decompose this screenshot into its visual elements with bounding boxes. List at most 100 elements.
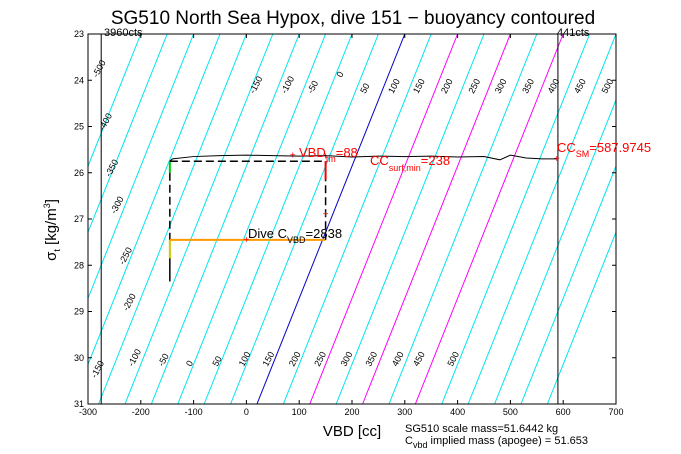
marker: + bbox=[323, 152, 329, 163]
contour-line bbox=[467, 34, 616, 404]
dive-c-sub: VBD bbox=[287, 235, 306, 245]
contour-line bbox=[98, 34, 247, 404]
dive-c-main: Dive C bbox=[248, 226, 287, 241]
contour-label: -300 bbox=[108, 195, 125, 216]
cc-surf-main: CC bbox=[370, 153, 389, 168]
y-axis-title-close: ] bbox=[43, 199, 60, 203]
contour-line bbox=[494, 98, 616, 404]
contour-label: 400 bbox=[390, 350, 406, 368]
contour-label: -350 bbox=[103, 158, 120, 179]
contour-label: -200 bbox=[121, 292, 138, 313]
contour-label: 50 bbox=[210, 354, 224, 368]
contour-label: 50 bbox=[358, 82, 372, 96]
y-tick-label: 29 bbox=[74, 307, 84, 317]
dive-path: + + +++ bbox=[168, 151, 560, 282]
y-tick-label: 26 bbox=[74, 168, 84, 178]
implied-mass-note: Cvbd implied mass (apogee) = 51.653 bbox=[405, 435, 588, 450]
y-tick-label: 31 bbox=[74, 399, 84, 409]
contour-label: 450 bbox=[572, 77, 588, 95]
contour-label: 350 bbox=[363, 350, 379, 368]
contour-label: 350 bbox=[520, 77, 536, 95]
vbd-fm-main: VBD bbox=[299, 145, 326, 160]
contour-line bbox=[88, 34, 195, 300]
y-axis-title-sup: 3 bbox=[42, 203, 52, 208]
dive-c-vbd-annotation: Dive CVBD=2838 bbox=[248, 226, 342, 245]
y-tick-label: 24 bbox=[74, 75, 84, 85]
x-tick-label: 700 bbox=[608, 407, 623, 417]
cc-sm-rest: =587.9745 bbox=[589, 140, 651, 155]
vbd-fm-annotation: VBDfm=88 bbox=[299, 145, 358, 164]
contour-label: -500 bbox=[90, 58, 107, 79]
y-axis-title-sub: t bbox=[52, 249, 62, 252]
contour-label: 500 bbox=[445, 350, 461, 368]
contour-label: 200 bbox=[439, 77, 455, 95]
x-tick-label: -200 bbox=[132, 407, 150, 417]
contour-line bbox=[124, 34, 274, 404]
contour-line bbox=[546, 230, 616, 404]
contour-label: 300 bbox=[493, 77, 509, 95]
contour-label: 150 bbox=[260, 350, 276, 368]
contour-line bbox=[309, 34, 459, 404]
contour-line bbox=[177, 34, 327, 404]
cc-sm-main: CC bbox=[557, 140, 576, 155]
contour-line bbox=[150, 34, 300, 404]
x-axis-title: VBD [cc] bbox=[323, 423, 381, 440]
contour-line bbox=[88, 34, 221, 366]
vbd-fm-sub: fm bbox=[326, 154, 336, 164]
chart-title: SG510 North Sea Hypox, dive 151 − buoyan… bbox=[111, 8, 595, 29]
contour-line bbox=[88, 34, 168, 234]
cc-surf-sub: surf,min bbox=[389, 163, 421, 173]
contour-label: -50 bbox=[305, 79, 320, 95]
profile-line bbox=[169, 154, 557, 162]
contour-line bbox=[388, 34, 538, 404]
y-axis-title-main: σ bbox=[43, 251, 60, 261]
implied-mass-rest: implied mass (apogee) = 51.653 bbox=[427, 435, 588, 447]
cc-surf-annotation: CCsurf,min=238 bbox=[370, 153, 450, 173]
vbd-min-label: 3960cts bbox=[104, 27, 143, 39]
vbd-max-label: 441cts bbox=[557, 27, 590, 39]
contour-label: 250 bbox=[466, 77, 482, 95]
vbd-limit-lines bbox=[100, 34, 559, 404]
vbd-fm-rest: =88 bbox=[336, 145, 358, 160]
implied-mass-main: C bbox=[405, 435, 413, 447]
contour-label: -50 bbox=[156, 352, 171, 368]
cc-surf-rest: =238 bbox=[421, 153, 450, 168]
marker: + bbox=[554, 154, 560, 165]
cc-sm-annotation: CCSM=587.9745 bbox=[557, 140, 651, 159]
contour-label: 0 bbox=[334, 70, 345, 79]
contour-line bbox=[230, 34, 379, 404]
implied-mass-sub: vbd bbox=[413, 440, 428, 450]
contour-label: 200 bbox=[287, 350, 303, 368]
x-axis-ticks: -300 -200 -100 0 100 200 300 400 500 600 700 bbox=[79, 34, 624, 417]
contour-labels: -500-400-350-300-250-200-150-100 -50 0 50 10… bbox=[89, 58, 615, 379]
plot-frame bbox=[87, 33, 617, 405]
y-tick-label: 23 bbox=[74, 29, 84, 39]
x-tick-label: 0 bbox=[244, 407, 249, 417]
contour-line bbox=[362, 34, 511, 404]
contour-line bbox=[441, 34, 591, 404]
contour-line bbox=[520, 164, 616, 404]
x-tick-label: 400 bbox=[450, 407, 465, 417]
contour-label: 400 bbox=[546, 77, 562, 95]
marker: + bbox=[323, 209, 329, 220]
contour-line bbox=[203, 34, 353, 404]
contour-line bbox=[256, 34, 406, 404]
x-tick-label: 300 bbox=[397, 407, 412, 417]
y-tick-label: 30 bbox=[74, 353, 84, 363]
contour-label: -400 bbox=[97, 111, 114, 132]
contour-label: 100 bbox=[386, 77, 402, 95]
x-tick-label: -300 bbox=[79, 407, 97, 417]
contour-label: -150 bbox=[89, 359, 106, 380]
dive-c-rest: =2838 bbox=[306, 226, 343, 241]
contour-line bbox=[88, 34, 142, 168]
x-tick-label: 200 bbox=[344, 407, 359, 417]
contour-label: -150 bbox=[247, 74, 264, 95]
contour-line bbox=[282, 34, 432, 404]
y-axis-title: σt [kg/m3] bbox=[42, 199, 62, 261]
y-axis-title-rest: [kg/m bbox=[43, 208, 60, 249]
contour-line bbox=[335, 34, 485, 404]
scale-mass-note: SG510 scale mass=51.6442 kg bbox=[405, 423, 558, 435]
cc-sm-sub: SM bbox=[576, 149, 590, 159]
contour-line bbox=[414, 34, 564, 404]
